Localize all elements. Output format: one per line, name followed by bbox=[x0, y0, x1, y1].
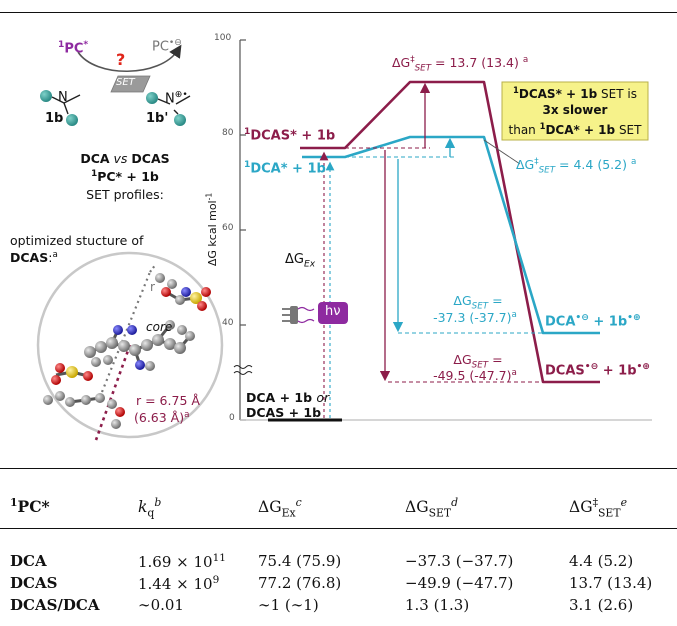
hv-label: hν bbox=[325, 304, 341, 319]
top-rule bbox=[0, 12, 677, 13]
energy-diagram bbox=[36, 39, 652, 441]
n-atom-right: N⊕• bbox=[165, 90, 188, 107]
row-dcas-name: DCAS bbox=[10, 574, 58, 592]
dcas-start-label: 1DCAS* + 1b bbox=[244, 127, 336, 144]
n-atom-left: N bbox=[58, 90, 68, 105]
table-mid-rule bbox=[0, 528, 677, 529]
delta-ex-label: ΔGEx bbox=[285, 252, 316, 270]
row-dcas-dgset: −49.9 (−47.7) bbox=[405, 574, 514, 592]
radius-sub-label: (6.63 Å)a bbox=[134, 410, 190, 426]
dca-product-label: DCA•⊖ + 1b•⊕ bbox=[545, 313, 641, 330]
row-ratio-dgts: 3.1 (2.6) bbox=[569, 596, 634, 614]
row-dca-dgex: 75.4 (75.9) bbox=[258, 552, 342, 570]
ground-label-2: DCAS + 1b bbox=[246, 405, 322, 420]
structure-name: DCAS:a bbox=[10, 250, 58, 266]
col-header-pc: 1PC* bbox=[10, 496, 50, 517]
comparison-title: DCA vs DCAS bbox=[80, 151, 170, 166]
data-table: 1PC* kqb ΔGExc ΔGSETd ΔG‡SETe DCA 1.69 ×… bbox=[0, 468, 677, 626]
y-tick-40: 40 bbox=[222, 318, 234, 328]
pc-reactant-label: 1PC* bbox=[58, 40, 89, 57]
row-dcas-kq: 1.44 × 109 bbox=[138, 574, 220, 593]
callout-line-1: 1DCAS* + 1b SET is bbox=[513, 85, 637, 101]
dca-start-label: 1DCA* + 1b bbox=[244, 160, 326, 177]
y-tick-100: 100 bbox=[214, 33, 232, 43]
col-header-kq: kqb bbox=[138, 496, 162, 520]
product-1b-prime-label: 1b' bbox=[146, 111, 169, 126]
row-ratio-name: DCAS/DCA bbox=[10, 596, 100, 614]
row-dca-kq: 1.69 × 1011 bbox=[138, 552, 226, 571]
radius-label: r = 6.75 Å bbox=[136, 393, 200, 408]
row-dcas-dgts: 13.7 (13.4) bbox=[569, 574, 653, 592]
row-ratio-dgex: ∼1 (∼1) bbox=[258, 596, 319, 614]
dcas-set-label-2: -49.5 (-47.7)a bbox=[433, 368, 517, 384]
dcas-profile-line bbox=[300, 80, 600, 384]
r-label: r bbox=[150, 280, 155, 294]
set-label: SET bbox=[116, 77, 135, 88]
col-header-dgts: ΔG‡SETe bbox=[569, 496, 627, 520]
table-top-rule bbox=[0, 468, 677, 469]
row-dca-dgts: 4.4 (5.2) bbox=[569, 552, 634, 570]
row-dca-name: DCA bbox=[10, 552, 47, 570]
pc-product-label: PC•⊖ bbox=[152, 38, 182, 55]
y-tick-0: 0 bbox=[229, 413, 235, 423]
y-axis-title: ΔG kcal mol-1 bbox=[204, 192, 219, 267]
row-dca-dgset: −37.3 (−37.7) bbox=[405, 552, 514, 570]
hv-badge bbox=[318, 302, 348, 324]
mechanism-scheme bbox=[40, 44, 191, 126]
callout-line-3: than 1DCA* + 1b SET bbox=[508, 121, 642, 137]
molecular-structure bbox=[36, 251, 224, 441]
ground-label-1: DCA + 1b or bbox=[246, 390, 330, 405]
y-tick-60: 60 bbox=[222, 223, 234, 233]
dcas-ts-label: ΔG‡SET = 13.7 (13.4) a bbox=[392, 55, 529, 74]
dcas-set-label-1: ΔGSET = bbox=[453, 352, 503, 371]
y-tick-80: 80 bbox=[222, 128, 234, 138]
col-header-dgset: ΔGSETd bbox=[405, 496, 459, 520]
dca-set-label-1: ΔGSET = bbox=[453, 293, 503, 312]
row-dcas-dgex: 77.2 (76.8) bbox=[258, 574, 342, 592]
callout-line-2: 3x slower bbox=[542, 103, 608, 117]
row-ratio-kq: ∼0.01 bbox=[138, 596, 184, 614]
callout-box bbox=[501, 81, 649, 141]
dcas-product-label: DCAS•⊖ + 1b•⊕ bbox=[545, 362, 650, 379]
lamp-icon bbox=[282, 306, 315, 324]
dca-set-label-2: -37.3 (-37.7)a bbox=[433, 310, 517, 326]
dca-profile-line bbox=[302, 135, 600, 335]
structure-caption: optimized stucture of bbox=[10, 233, 144, 248]
question-mark: ? bbox=[116, 50, 126, 69]
col-header-dgex: ΔGExc bbox=[258, 496, 302, 520]
dca-ts-label: ΔG‡SET = 4.4 (5.2) a bbox=[516, 157, 637, 176]
core-label: core bbox=[146, 320, 173, 334]
row-ratio-dgset: 1.3 (1.3) bbox=[405, 596, 470, 614]
comparison-line3: SET profiles: bbox=[86, 187, 164, 202]
comparison-subtitle: 1PC* + 1b bbox=[91, 169, 159, 185]
reactant-1b-label: 1b bbox=[45, 111, 64, 126]
